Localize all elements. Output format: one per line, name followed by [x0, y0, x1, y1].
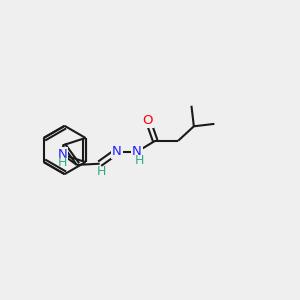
Text: H: H	[58, 156, 67, 170]
Text: H: H	[135, 154, 144, 167]
Text: O: O	[143, 114, 153, 127]
Text: H: H	[97, 166, 106, 178]
Text: N: N	[132, 145, 142, 158]
Text: N: N	[58, 148, 68, 161]
Text: N: N	[112, 145, 122, 158]
